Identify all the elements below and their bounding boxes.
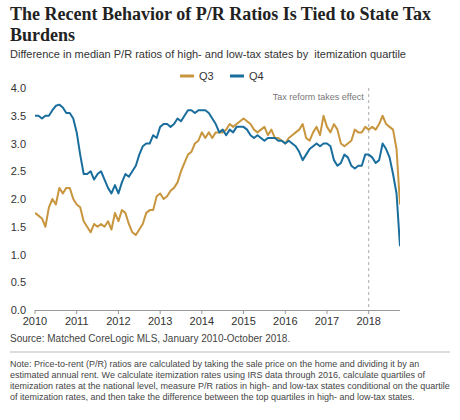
separator bbox=[10, 352, 450, 353]
y-tick-label: 3.5 bbox=[11, 110, 26, 122]
legend-label: Q4 bbox=[249, 70, 264, 82]
x-tick bbox=[76, 310, 77, 314]
title: The Recent Behavior of P/R Ratios Is Tie… bbox=[10, 4, 440, 46]
y-tick-label: 1.5 bbox=[11, 221, 26, 233]
series-line bbox=[35, 116, 400, 235]
chart: 0.00.51.01.52.02.53.03.54.02010201120122… bbox=[0, 0, 460, 420]
x-tick bbox=[201, 310, 202, 314]
annotation-text: Tax reform takes effect bbox=[273, 92, 364, 102]
legend-swatch bbox=[180, 75, 194, 78]
x-tick-label: 2010 bbox=[23, 315, 47, 327]
y-tick-label: 1.0 bbox=[11, 249, 26, 261]
y-tick bbox=[32, 254, 35, 255]
x-tick bbox=[118, 310, 119, 314]
x-tick bbox=[243, 310, 244, 314]
y-tick-label: 2.5 bbox=[11, 165, 26, 177]
x-tick-label: 2014 bbox=[190, 315, 214, 327]
x-tick bbox=[160, 310, 161, 314]
legend-label: Q3 bbox=[199, 70, 214, 82]
y-tick-label: 3.0 bbox=[11, 138, 26, 150]
series-line bbox=[35, 105, 400, 247]
y-tick bbox=[32, 171, 35, 172]
y-tick-label: 2.0 bbox=[11, 193, 26, 205]
y-tick bbox=[32, 143, 35, 144]
x-tick-label: 2015 bbox=[231, 315, 255, 327]
subtitle: Difference in median P/R ratios of high-… bbox=[10, 48, 455, 61]
x-axis bbox=[35, 310, 400, 311]
plot-area bbox=[35, 88, 400, 310]
x-tick bbox=[35, 310, 36, 314]
x-tick bbox=[327, 310, 328, 314]
y-tick bbox=[32, 88, 35, 89]
y-tick bbox=[32, 226, 35, 227]
y-tick bbox=[32, 282, 35, 283]
x-tick bbox=[368, 310, 369, 314]
x-tick-label: 2012 bbox=[106, 315, 130, 327]
x-tick-label: 2016 bbox=[273, 315, 297, 327]
x-tick-label: 2011 bbox=[65, 315, 89, 327]
x-tick-label: 2017 bbox=[315, 315, 339, 327]
annotation-line bbox=[368, 88, 369, 310]
x-tick-label: 2018 bbox=[356, 315, 380, 327]
y-tick-label: 4.0 bbox=[11, 82, 26, 94]
y-tick-label: 0.5 bbox=[11, 276, 26, 288]
y-tick bbox=[32, 199, 35, 200]
x-tick bbox=[285, 310, 286, 314]
source: Source: Matched CoreLogic MLS, January 2… bbox=[10, 333, 450, 345]
note: Note: Price-to-rent (P/R) ratios are cal… bbox=[10, 359, 450, 403]
legend-swatch bbox=[230, 75, 244, 78]
y-tick bbox=[32, 115, 35, 116]
x-tick-label: 2013 bbox=[148, 315, 172, 327]
